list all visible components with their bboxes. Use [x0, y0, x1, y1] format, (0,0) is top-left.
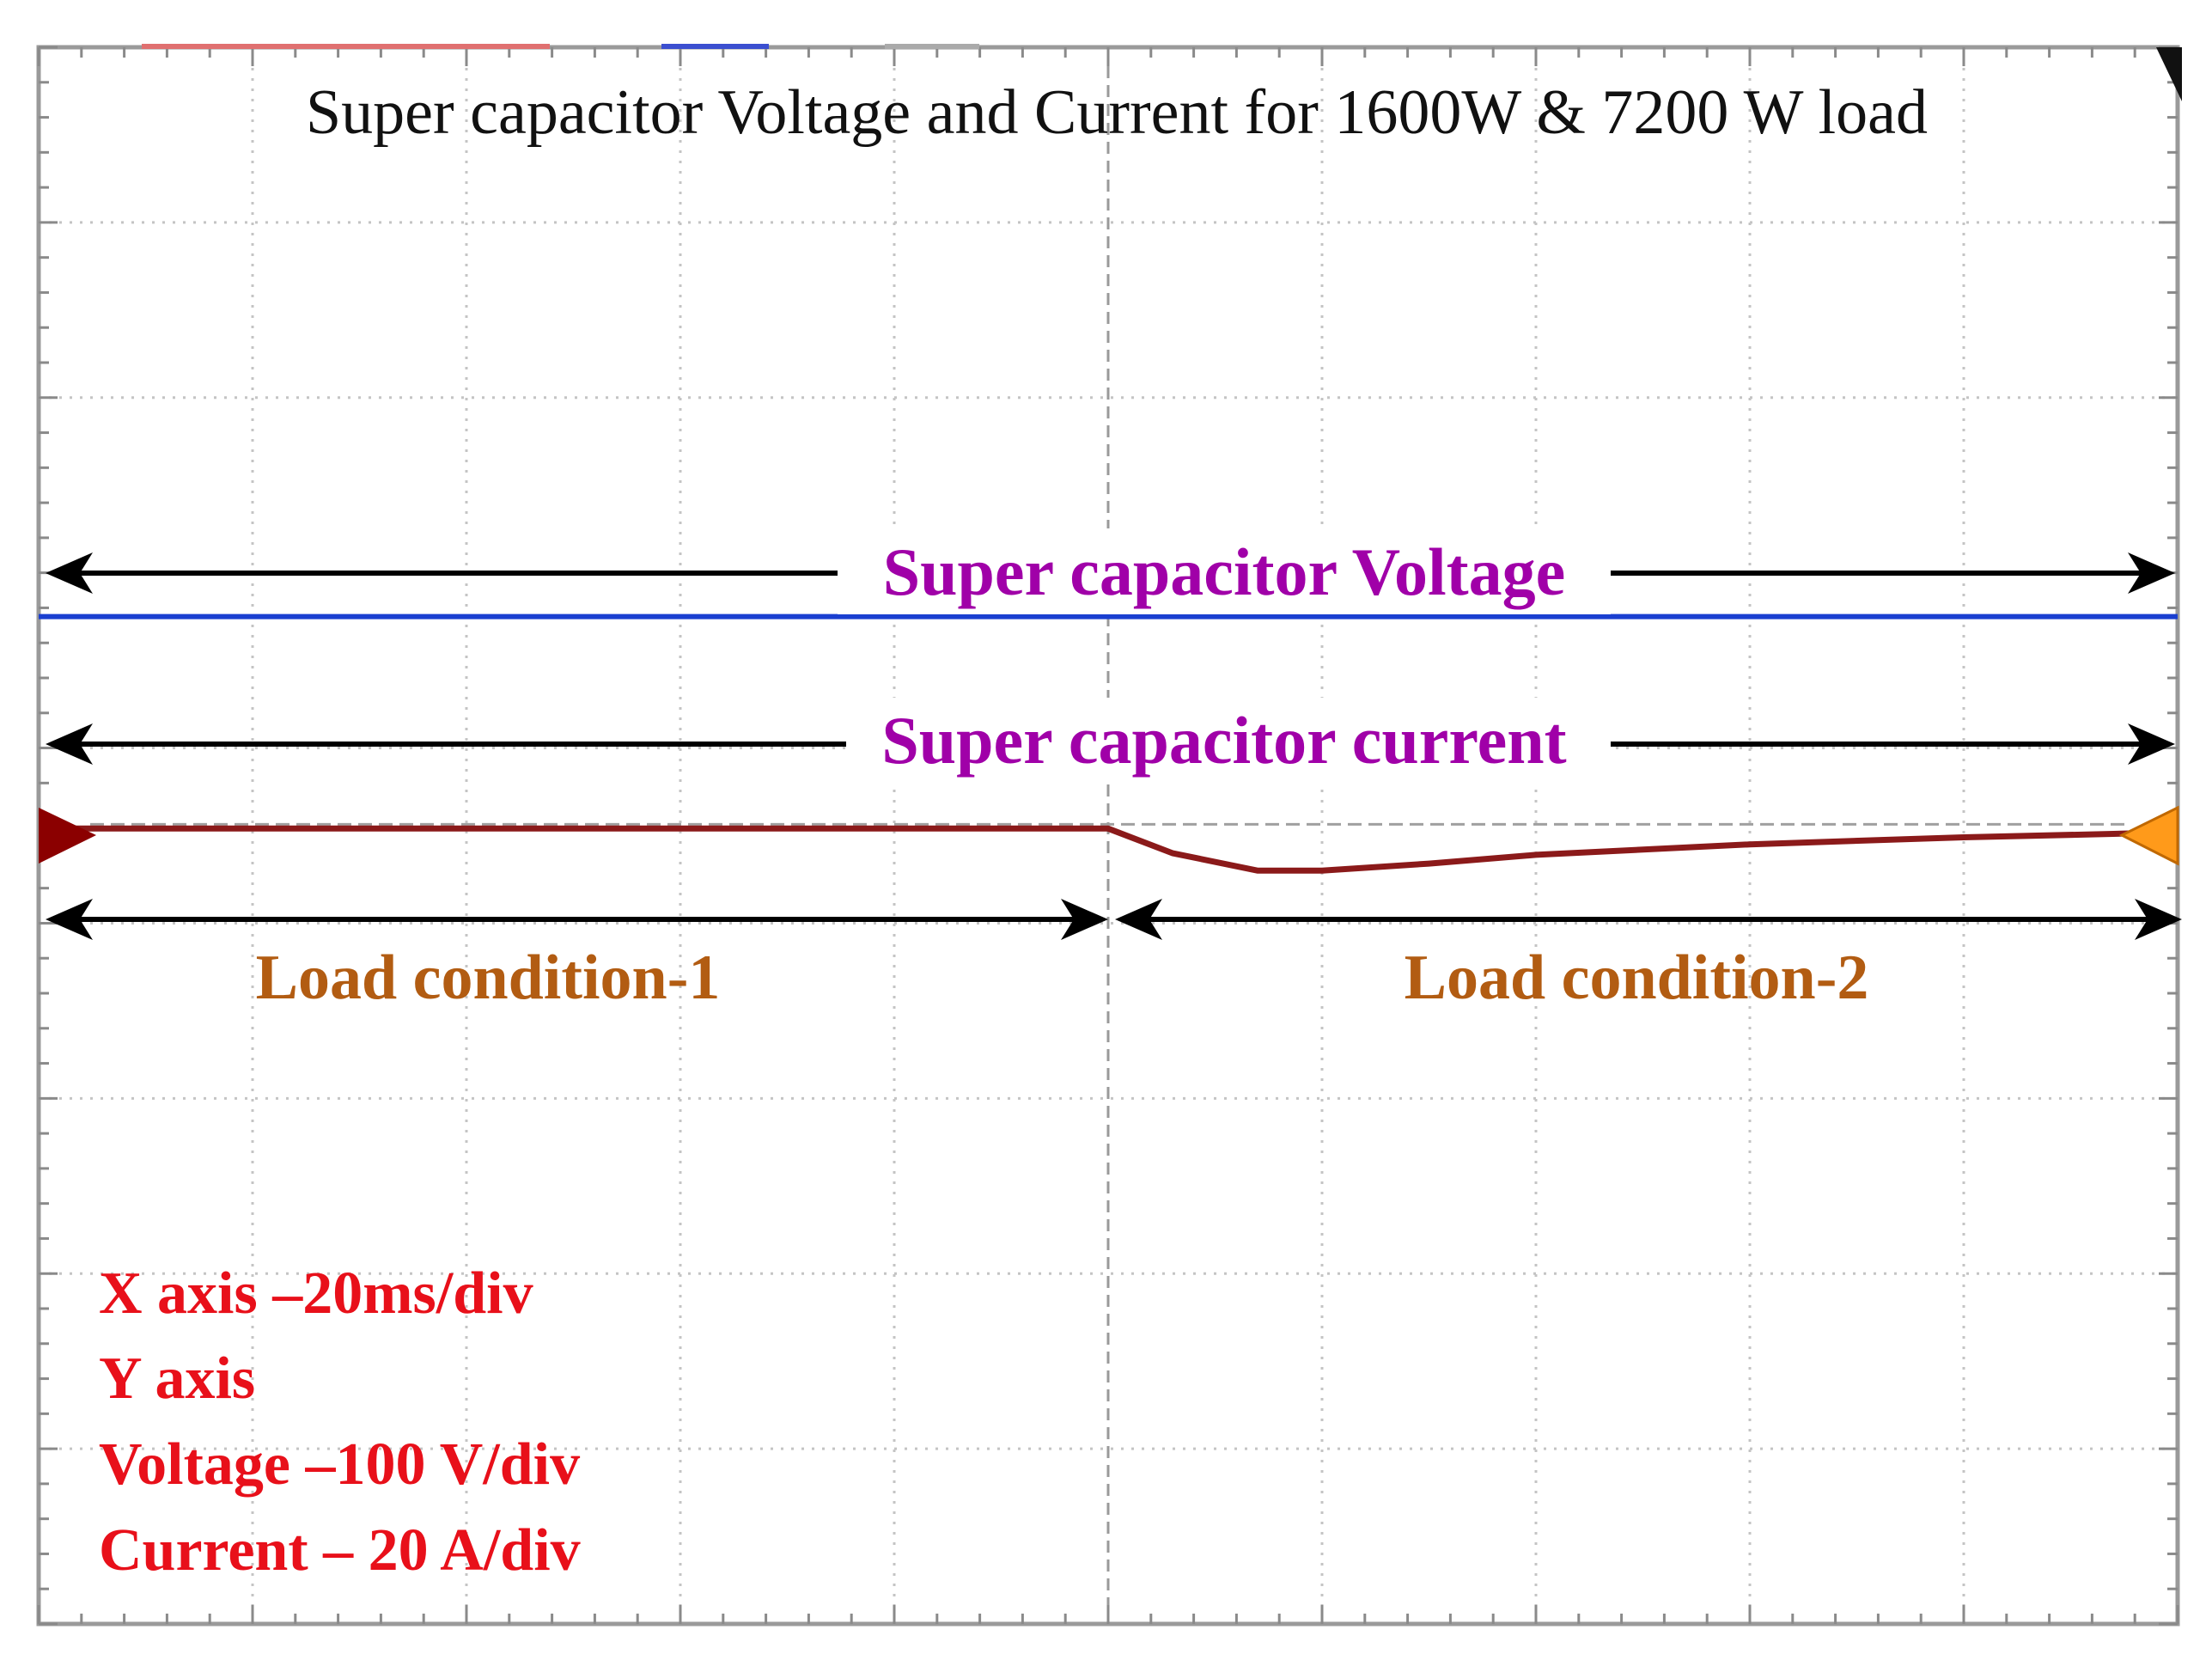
note-voltage-scale: Voltage –100 V/div [99, 1431, 580, 1498]
voltage-label: Super capacitor Voltage [883, 534, 1565, 609]
note-current-scale: Current – 20 A/div [99, 1517, 581, 1584]
current-span-arrow-right-head-icon [2128, 723, 2175, 765]
voltage-span-arrow-left-head-icon [46, 552, 93, 594]
trigger-marker-icon [2156, 47, 2182, 101]
current-label: Super capacitor current [881, 703, 1566, 778]
load2-span-arrow-left-head-icon [1115, 899, 1162, 940]
channel-marker-right-icon [2118, 805, 2179, 866]
series-layer [39, 613, 2178, 874]
load1-span-arrow-left-head-icon [46, 899, 93, 940]
grid-lines [39, 47, 2178, 1624]
load1-span-arrow-right-head-icon [1061, 899, 1108, 940]
note-y-axis: Y axis [99, 1346, 255, 1412]
current-span-arrow-left-head-icon [46, 723, 93, 765]
current-label-backing [846, 698, 1611, 784]
voltage-span-arrow-right-head-icon [2128, 552, 2175, 594]
series-line-current [39, 825, 2178, 874]
channel-marker-left-icon [39, 808, 96, 864]
chart-title: Super capacitor Voltage and Current for … [306, 77, 1928, 148]
note-x-axis: X axis –20ms/div [99, 1260, 533, 1327]
voltage-label-backing [838, 528, 1611, 614]
load-condition-1-label: Load condition-1 [256, 943, 721, 1013]
load2-span-arrow-right-head-icon [2135, 899, 2182, 940]
load-condition-2-label: Load condition-2 [1405, 943, 1869, 1013]
